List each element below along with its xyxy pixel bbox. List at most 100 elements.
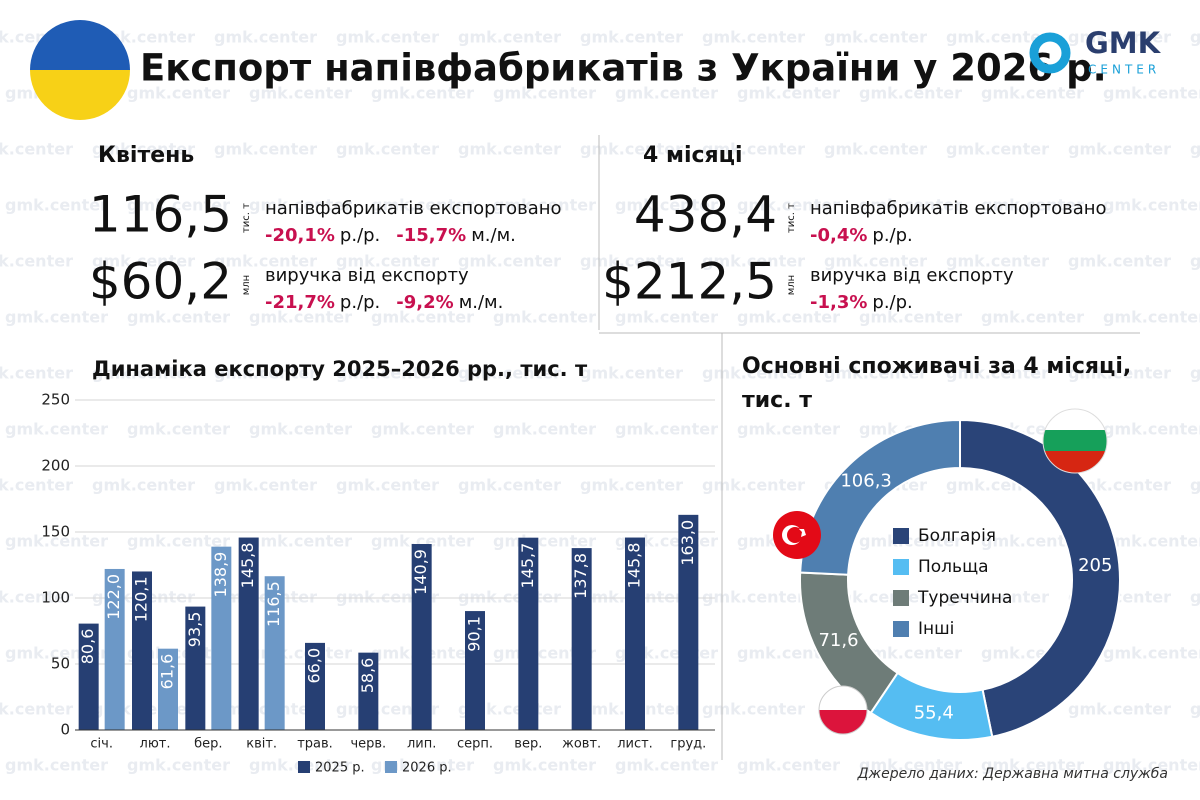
watermark: gmk.center [1068,140,1171,159]
change-value: -1,3% [810,292,867,313]
watermark: gmk.center [249,84,352,103]
value-label: 106,3 [840,471,892,492]
watermark: gmk.center [702,588,805,607]
kpi-value: $212,5 [602,253,777,311]
watermark: gmk.center [371,84,474,103]
kpi-changes: -1,3% р./р. [810,292,913,313]
watermark: gmk.center [737,308,840,327]
watermark: gmk.center [214,476,317,495]
watermark: gmk.center [737,420,840,439]
watermark: gmk.center [1103,644,1200,663]
legend-swatch [893,559,909,575]
donut-segment [959,418,1122,738]
value-label: 116,5 [264,581,283,627]
legend-swatch [298,761,310,773]
value-label: 137,8 [571,553,590,599]
x-tick-label: трав. [297,737,333,752]
watermark: gmk.center [336,476,439,495]
watermark: gmk.center [92,476,195,495]
watermark: gmk.center [981,308,1084,327]
watermark: gmk.center [859,196,962,215]
watermark: gmk.center [5,420,108,439]
legend-swatch [385,761,397,773]
value-label: 66,0 [305,648,324,684]
logo-name: GMK [1085,26,1162,60]
watermark: gmk.center [0,140,73,159]
watermark: gmk.center [458,588,561,607]
value-label: 58,6 [358,658,377,694]
watermark: gmk.center [249,532,352,551]
change-period: р./р. [872,292,912,313]
watermark: gmk.center [127,308,230,327]
legend-swatch [893,590,909,606]
bar [571,548,592,730]
value-label: 138,9 [211,552,230,598]
kpi-label: виручка від експорту [810,265,1014,286]
watermark: gmk.center [0,476,73,495]
watermark: gmk.center [92,252,195,271]
watermark: gmk.center [1190,28,1200,47]
bar [78,623,99,730]
kpi-title: Квітень [98,143,194,168]
kpi-changes: -20,1% р./р. -15,7% м./м. [265,225,516,246]
value-label: 145,8 [238,543,257,589]
watermark: gmk.center [371,532,474,551]
source: Джерело даних: Державна митна служба [857,766,1168,782]
bar [132,571,152,730]
watermark: gmk.center [0,252,73,271]
watermark: gmk.center [336,252,439,271]
flag-turkey [773,511,821,559]
watermark: gmk.center [5,196,108,215]
kpi-unit: млн [241,275,252,295]
watermark: gmk.center [1103,756,1200,775]
watermark: gmk.center [580,28,683,47]
watermark: gmk.center [214,252,317,271]
watermark: gmk.center [580,364,683,383]
x-tick-label: лист. [617,737,653,752]
ukraine-flag [30,20,130,120]
change-period: р./р. [340,292,380,313]
y-tick-label: 150 [41,523,70,541]
watermark: gmk.center [702,140,805,159]
legend-swatch [893,621,909,637]
watermark: gmk.center [981,84,1084,103]
watermark: gmk.center [946,364,1049,383]
watermark: gmk.center [214,140,317,159]
watermark: gmk.center [0,588,73,607]
value-label: 205 [1078,555,1112,576]
watermark: gmk.center [249,644,352,663]
value-label: 55,4 [914,702,954,723]
x-tick-label: квіт. [246,737,277,752]
watermark: gmk.center [249,420,352,439]
watermark: gmk.center [1103,308,1200,327]
watermark: gmk.center [946,588,1049,607]
chart-title: Динаміка експорту 2025–2026 рр., тис. т [92,357,588,381]
watermark: gmk.center [371,196,474,215]
y-tick-label: 50 [51,655,70,673]
change-value: -9,2% [396,292,453,313]
kpi-layer: Квітень 116,5 тис. т напівфабрикатів експор… [89,143,1107,313]
kpi-unit: тис. т [786,203,797,233]
watermark: gmk.center [1068,700,1171,719]
watermark: gmk.center [493,196,596,215]
watermark: gmk.center [371,420,474,439]
watermark: gmk.center [0,364,73,383]
watermark: gmk.center [1068,364,1171,383]
value-label: 71,6 [818,630,858,651]
value-label: 122,0 [104,574,123,620]
change-value: -0,4% [810,225,867,246]
donut-title: Основні споживачі за 4 місяці, тис. т [742,354,1132,413]
watermark: gmk.center [946,252,1049,271]
watermark: gmk.center [702,28,805,47]
value-label: 93,5 [185,612,204,648]
flag-border [818,685,868,735]
watermark: gmk.center [127,84,230,103]
y-tick-label: 100 [41,589,70,607]
y-tick-label: 250 [41,391,70,409]
watermark: gmk.center [580,252,683,271]
bar-chart: Динаміка експорту 2025–2026 рр., тис. т 0… [41,357,715,776]
watermark: gmk.center [458,476,561,495]
kpi-title: 4 місяці [643,143,743,168]
watermark: gmk.center [1190,364,1200,383]
